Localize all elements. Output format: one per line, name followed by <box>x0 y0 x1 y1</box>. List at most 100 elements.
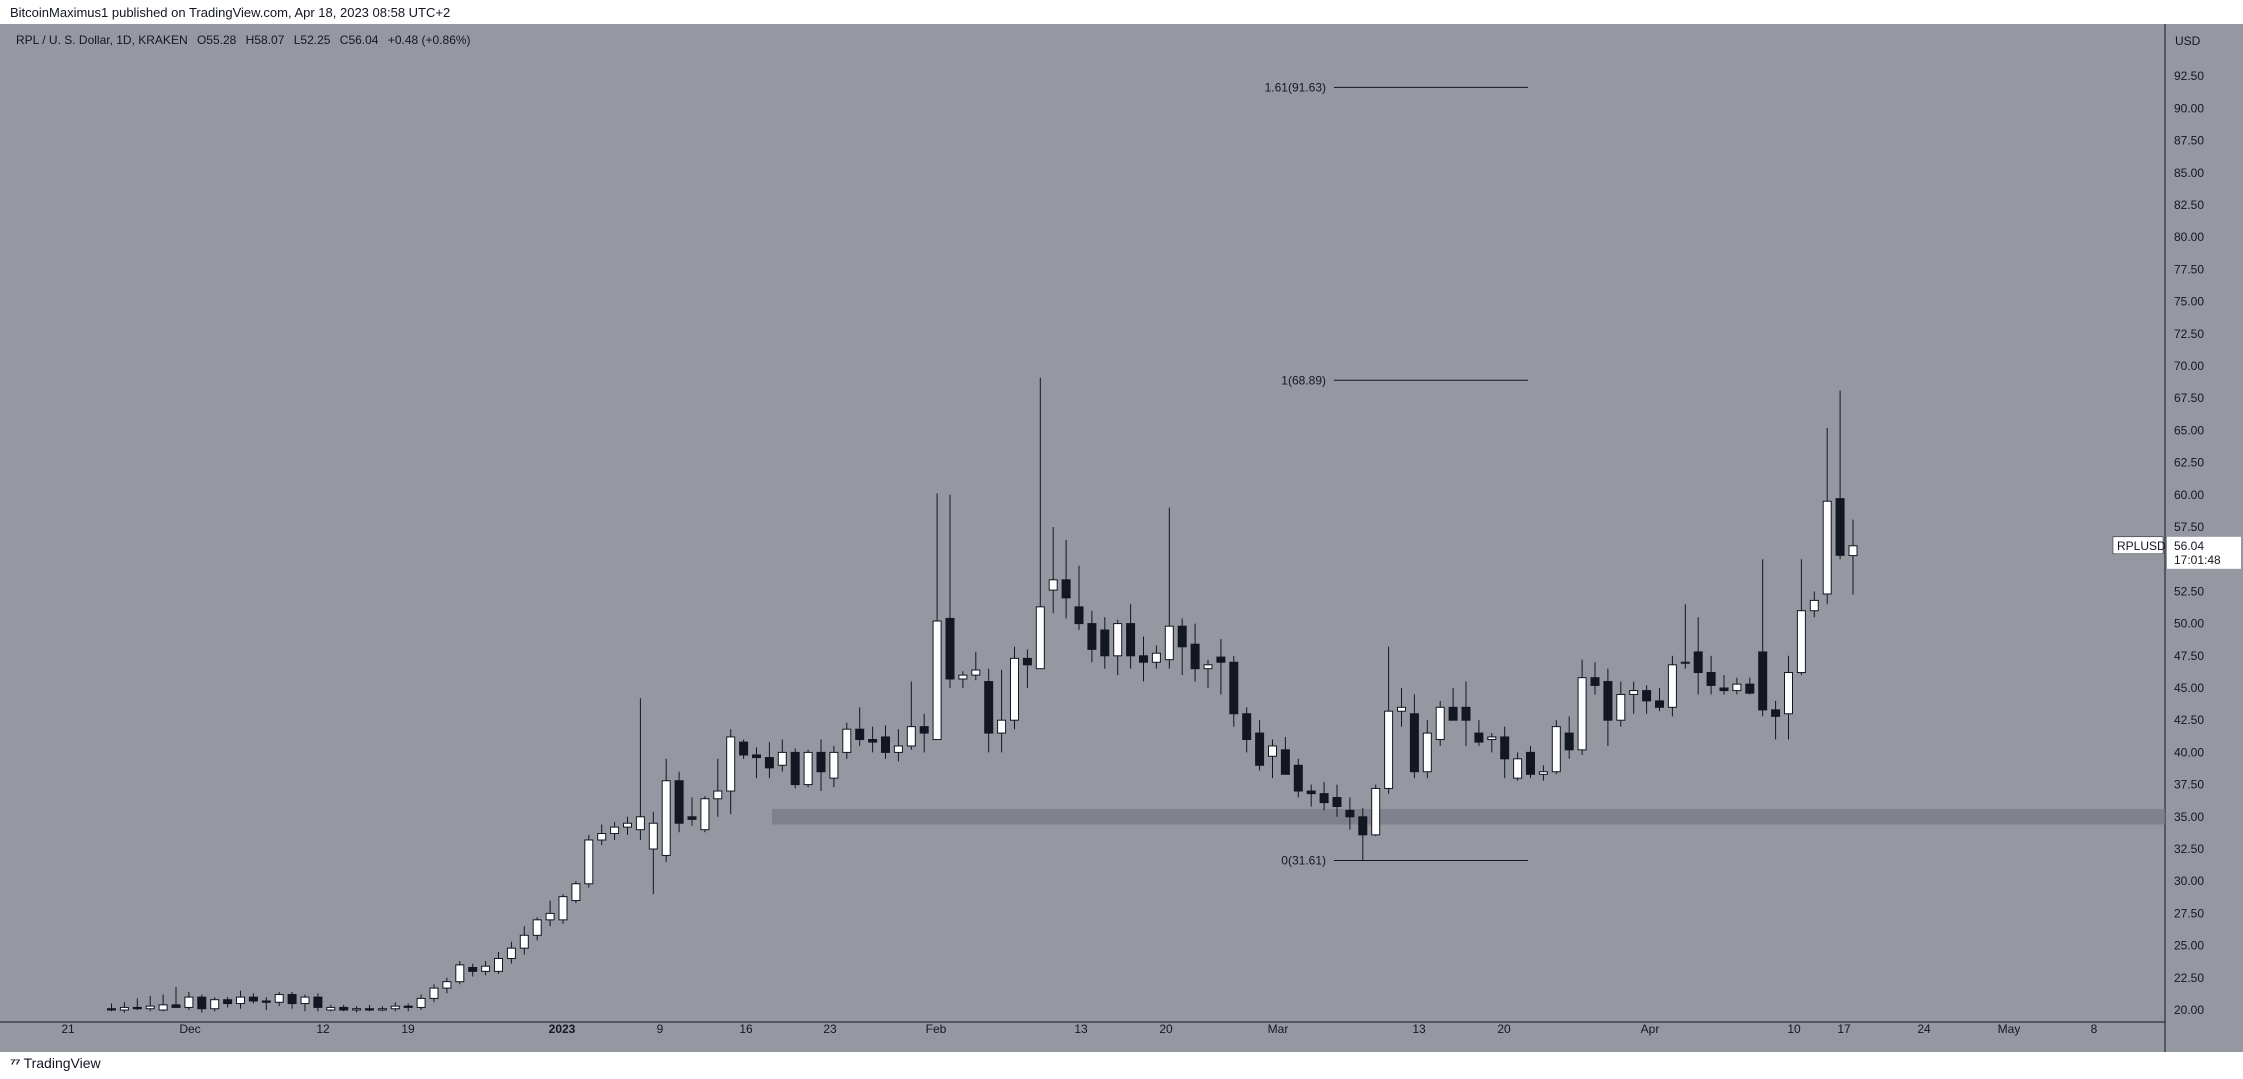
candle-body <box>1577 677 1587 751</box>
candle-body <box>752 754 761 759</box>
candle <box>584 834 594 888</box>
candle-body <box>1397 706 1406 712</box>
candle <box>481 961 491 976</box>
candle-body <box>1203 664 1213 670</box>
y-tick-label: 30.00 <box>2174 874 2204 888</box>
candle <box>597 824 607 846</box>
candle-body <box>287 994 297 1005</box>
candle-body <box>1306 790 1316 795</box>
candle-body <box>1758 651 1768 711</box>
candle-body <box>816 751 826 773</box>
candle-body <box>829 751 839 779</box>
candle <box>107 1003 116 1012</box>
candle <box>1693 617 1703 695</box>
y-tick-label: 42.50 <box>2174 713 2204 727</box>
y-tick-label: 47.50 <box>2174 649 2204 663</box>
x-tick-label: 19 <box>401 1022 415 1036</box>
candle-body <box>648 822 658 850</box>
candle <box>352 1006 362 1013</box>
support-zone <box>772 809 2165 825</box>
candle <box>1435 700 1445 746</box>
y-tick-label: 92.50 <box>2174 69 2204 83</box>
y-tick-label: 57.50 <box>2174 520 2204 534</box>
candle-body <box>958 674 968 680</box>
candle <box>1177 618 1187 676</box>
candle-body <box>1358 816 1368 836</box>
candle <box>236 990 245 1009</box>
change-value: +0.48 (+0.86%) <box>387 33 471 47</box>
candle <box>429 984 439 1003</box>
candlestick-chart[interactable]: 1.61(91.63) 1(68.89) 0(31.61) 20.00 22.50 25… <box>0 0 2243 1052</box>
candle-body <box>790 751 800 786</box>
candle-body <box>1035 606 1045 670</box>
attribution-text: BitcoinMaximus1 published on TradingView… <box>10 5 451 20</box>
candle <box>777 739 787 772</box>
candle <box>997 669 1007 753</box>
candle-body <box>1538 771 1548 775</box>
candle <box>326 1004 336 1012</box>
candle-body <box>119 1006 129 1011</box>
candle <box>1551 720 1561 775</box>
candle-body <box>1151 652 1161 663</box>
candle-body <box>519 934 529 949</box>
candle-body <box>1655 700 1664 708</box>
y-tick-label: 40.00 <box>2174 745 2204 759</box>
tradingview-logo[interactable]: ⁷⁷ TradingView <box>10 1055 101 1071</box>
candle-body <box>455 964 465 983</box>
candle-body <box>1822 500 1832 595</box>
candle-body <box>1616 693 1626 721</box>
candle <box>300 994 310 1012</box>
candle-body <box>1242 713 1252 741</box>
candle-body <box>571 883 581 902</box>
x-tick-label: Dec <box>179 1022 200 1036</box>
candle <box>1306 784 1316 807</box>
candle-body <box>1461 706 1471 721</box>
candle-body <box>1719 687 1729 692</box>
candle-body <box>1255 732 1265 766</box>
y-tick-label: 52.50 <box>2174 584 2204 598</box>
candle <box>971 651 981 681</box>
candle <box>1784 655 1793 740</box>
candle <box>261 997 271 1010</box>
candle <box>1422 720 1432 779</box>
candle-body <box>1732 683 1742 692</box>
candle <box>571 881 581 904</box>
x-tick-label: 20 <box>1497 1022 1511 1036</box>
candle <box>1371 784 1381 837</box>
candle <box>545 900 555 927</box>
candle <box>1113 619 1123 676</box>
candle-body <box>171 1004 181 1008</box>
candle <box>403 1003 413 1012</box>
x-tick-label: 17 <box>1837 1022 1851 1036</box>
candle-body <box>881 736 890 753</box>
low-label: L <box>293 33 301 47</box>
ticker-tag: RPLUSD <box>2117 539 2166 553</box>
candle-body <box>623 822 632 828</box>
x-tick-label: Apr <box>1641 1022 1660 1036</box>
candle <box>1461 681 1471 746</box>
candle-body <box>545 912 555 921</box>
candle <box>868 726 878 753</box>
close-label: C <box>339 33 349 47</box>
candle-body <box>906 726 916 747</box>
y-tick-label: 37.50 <box>2174 778 2204 792</box>
candle <box>132 998 142 1010</box>
candle-body <box>1629 690 1639 695</box>
candle <box>635 698 645 840</box>
candle <box>1126 604 1136 669</box>
x-tick-label: 20 <box>1159 1022 1173 1036</box>
candle <box>210 997 220 1012</box>
candle <box>455 961 465 985</box>
candle <box>1448 688 1458 721</box>
candle-body <box>352 1008 362 1011</box>
y-tick-label: 20.00 <box>2174 1003 2204 1017</box>
candle-body <box>1564 732 1574 751</box>
candle <box>958 671 968 688</box>
candle-body <box>971 669 981 676</box>
candle-body <box>1590 677 1600 686</box>
x-tick-label: 10 <box>1787 1022 1801 1036</box>
candle-body <box>365 1008 374 1011</box>
candle <box>816 739 826 792</box>
y-tick-label: 50.00 <box>2174 617 2204 631</box>
